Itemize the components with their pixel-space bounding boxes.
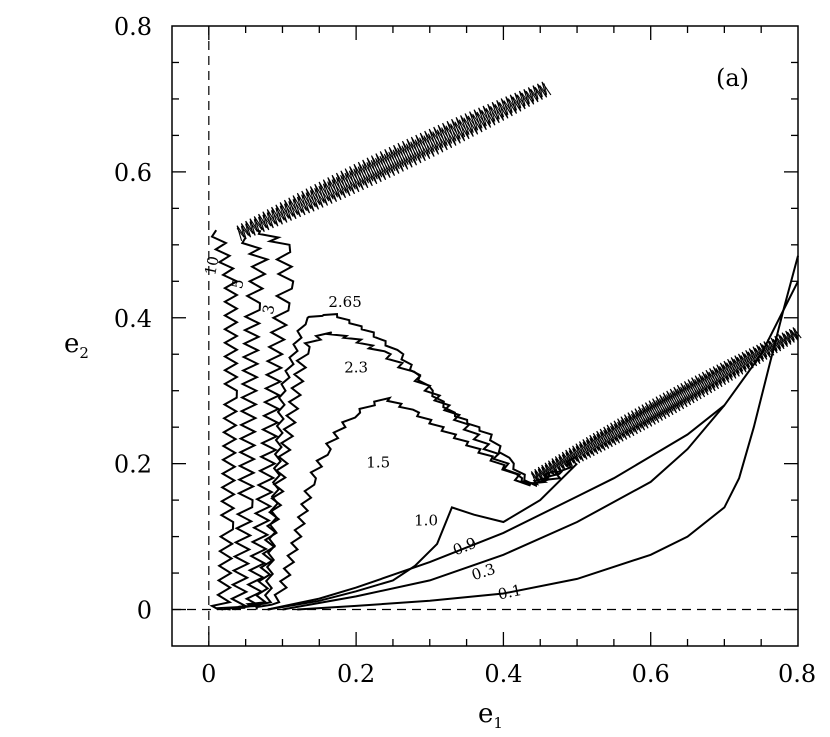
reference-lines <box>172 26 798 646</box>
plot-frame <box>171 25 799 647</box>
y-tick-label: 0.8 <box>114 13 152 41</box>
series-line-0-1 <box>297 255 799 611</box>
tick-labels: 0 0.2 0.4 0.6 0.8 0 0.2 0.4 0.6 0.8 <box>114 13 816 688</box>
y-tick-label: 0.6 <box>114 159 152 187</box>
curve-label: 2.3 <box>344 358 368 376</box>
y-tick-label: 0.2 <box>114 451 152 479</box>
curve-label: 5 <box>228 277 248 290</box>
series-line-0-3 <box>282 280 799 611</box>
curve-label: 10 <box>201 254 223 276</box>
oscillation-band <box>530 327 802 485</box>
curve-label: 0.3 <box>469 560 497 584</box>
curve-label: 1.5 <box>366 453 390 471</box>
x-tick-label: 0.2 <box>337 660 375 688</box>
y-tick-label: 0 <box>137 597 152 625</box>
curve-label: 2.65 <box>328 293 361 311</box>
series-lines <box>209 229 799 611</box>
series-line-2-65 <box>233 313 564 611</box>
curve-label: 1.0 <box>414 512 438 530</box>
series-line-1-5 <box>255 396 556 610</box>
curve-label: 3 <box>259 303 279 316</box>
x-tick-label: 0.4 <box>484 660 522 688</box>
y-axis-label: e2 <box>64 329 89 362</box>
oscillation-band-inner <box>236 83 548 238</box>
series-line-3 <box>223 229 295 611</box>
oscillation-band-inner <box>530 328 799 482</box>
x-axis-label: e1 <box>478 699 503 732</box>
svg-text:e2: e2 <box>64 329 89 362</box>
series-line-5 <box>216 236 271 611</box>
curve-label: 0.9 <box>450 534 479 560</box>
x-tick-label: 0.8 <box>778 660 816 688</box>
y-tick-label: 0.4 <box>114 305 152 333</box>
oscillation-band <box>236 81 552 241</box>
svg-text:e1: e1 <box>478 699 503 732</box>
axis-ticks <box>172 26 798 646</box>
panel-label: (a) <box>716 64 749 92</box>
series-line-0-9 <box>267 404 726 611</box>
x-tick-label: 0 <box>201 660 216 688</box>
curve-label: 0.1 <box>496 581 523 604</box>
x-tick-label: 0.6 <box>632 660 670 688</box>
series-line-2-3 <box>230 331 578 611</box>
oscillation-bands <box>236 81 802 485</box>
series-line-10 <box>209 229 240 611</box>
series-line-1-0 <box>267 462 578 611</box>
